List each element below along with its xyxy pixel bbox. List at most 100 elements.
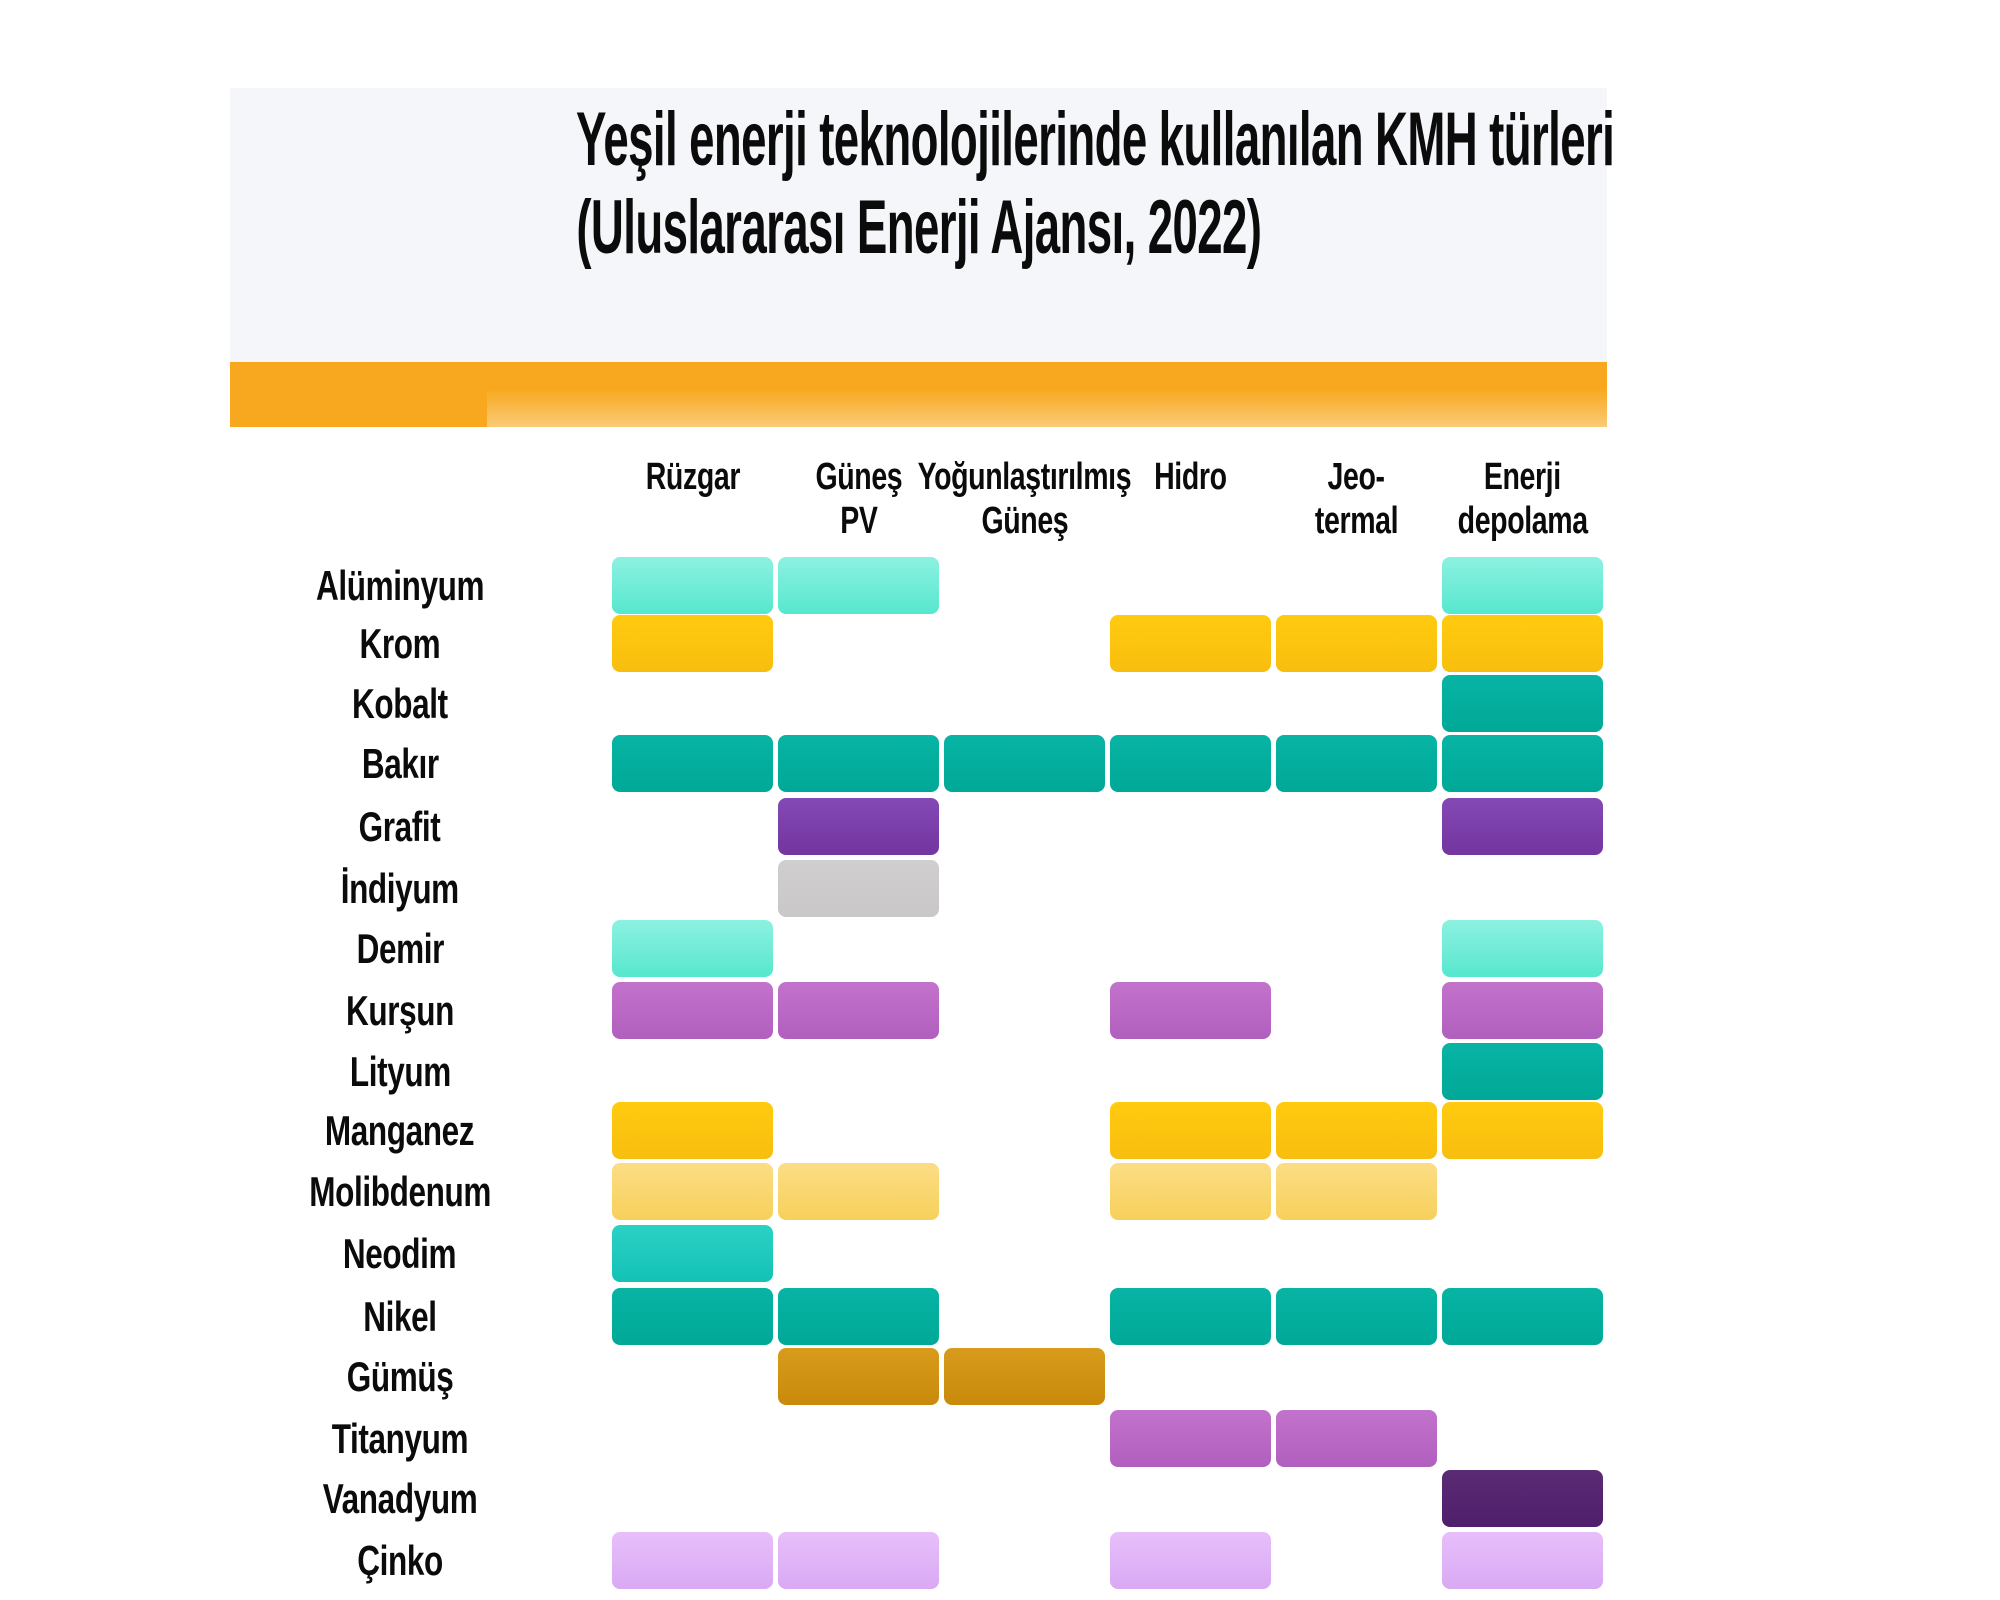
- grid-cell-Molibdenum-5: [1276, 1163, 1437, 1220]
- column-header-text: Rüzgar: [645, 456, 740, 498]
- column-header-text: Yoğunlaştırılmış: [917, 456, 1132, 498]
- chart-title-line1: Yeşil enerji teknolojilerinde kullanılan…: [230, 96, 1615, 184]
- orange-band-right: [487, 362, 1607, 427]
- grid-cell-Alüminyum-2: [778, 557, 939, 614]
- grid-cell-Bakır-1: [612, 735, 773, 792]
- orange-band-left: [230, 362, 487, 427]
- grid-cell-Çinko-4: [1110, 1532, 1271, 1589]
- grid-cell-Neodim-1: [612, 1225, 773, 1282]
- grid-cell-Demir-6: [1442, 920, 1603, 977]
- grid-cell-Nikel-2: [778, 1288, 939, 1345]
- grid-cell-Kurşun-6: [1442, 982, 1603, 1039]
- grid-cell-Kobalt-6: [1442, 675, 1603, 732]
- orange-band: [230, 362, 1607, 427]
- grid-cell-Vanadyum-6: [1442, 1470, 1603, 1527]
- grid-cell-Nikel-4: [1110, 1288, 1271, 1345]
- column-header-5: Jeo-termal: [1207, 455, 1507, 543]
- grid-cell-İndiyum-2: [778, 860, 939, 917]
- row-label-text: Lityum: [349, 1047, 451, 1095]
- row-label-text: Bakır: [361, 739, 439, 787]
- row-label-10: Manganez: [230, 1102, 570, 1159]
- grid-cell-Krom-6: [1442, 615, 1603, 672]
- grid-cell-Kurşun-2: [778, 982, 939, 1039]
- row-label-17: Çinko: [230, 1532, 570, 1589]
- grid-cell-Manganez-4: [1110, 1102, 1271, 1159]
- column-header-text: termal: [1314, 500, 1399, 542]
- row-label-11: Molibdenum: [230, 1163, 570, 1220]
- grid-cell-Grafit-6: [1442, 798, 1603, 855]
- row-label-14: Gümüş: [230, 1348, 570, 1405]
- grid-cell-Grafit-2: [778, 798, 939, 855]
- row-label-12: Neodim: [230, 1225, 570, 1282]
- chart-title-line2-text: (Uluslararası Enerji Ajansı, 2022): [575, 185, 1262, 270]
- row-label-text: Grafit: [359, 802, 441, 850]
- grid-cell-Lityum-6: [1442, 1043, 1603, 1100]
- grid-cell-Manganez-5: [1276, 1102, 1437, 1159]
- row-label-text: Kurşun: [346, 986, 454, 1034]
- chart-title: Yeşil enerji teknolojilerinde kullanılan…: [230, 96, 1615, 272]
- row-label-text: Manganez: [325, 1106, 475, 1154]
- row-label-text: Çinko: [357, 1536, 443, 1584]
- grid-cell-Gümüş-2: [778, 1348, 939, 1405]
- chart-title-line1-text: Yeşil enerji teknolojilerinde kullanılan…: [576, 97, 1615, 182]
- column-header-text: Güneş: [981, 500, 1068, 542]
- column-header-text: Güneş: [815, 456, 902, 498]
- grid-cell-Molibdenum-1: [612, 1163, 773, 1220]
- grid-cell-Alüminyum-6: [1442, 557, 1603, 614]
- row-label-5: Grafit: [230, 798, 570, 855]
- row-label-6: İndiyum: [230, 860, 570, 917]
- row-label-text: Kobalt: [352, 679, 448, 727]
- grid-cell-Krom-4: [1110, 615, 1271, 672]
- row-label-text: Nikel: [363, 1292, 437, 1340]
- row-label-2: Krom: [230, 615, 570, 672]
- grid-cell-Molibdenum-2: [778, 1163, 939, 1220]
- grid-cell-Manganez-1: [612, 1102, 773, 1159]
- row-label-text: Vanadyum: [322, 1474, 478, 1522]
- row-label-text: Demir: [356, 924, 444, 972]
- grid-cell-Çinko-2: [778, 1532, 939, 1589]
- grid-cell-Bakır-2: [778, 735, 939, 792]
- grid-cell-Krom-1: [612, 615, 773, 672]
- column-header-4: Hidro: [1041, 455, 1341, 499]
- grid-cell-Nikel-6: [1442, 1288, 1603, 1345]
- row-label-text: Neodim: [343, 1229, 457, 1277]
- row-label-13: Nikel: [230, 1288, 570, 1345]
- column-header-text: Hidro: [1154, 456, 1227, 498]
- grid-cell-Çinko-6: [1442, 1532, 1603, 1589]
- grid-cell-Titanyum-5: [1276, 1410, 1437, 1467]
- row-label-text: Titanyum: [331, 1414, 469, 1462]
- grid-cell-Demir-1: [612, 920, 773, 977]
- row-label-text: Gümüş: [346, 1352, 454, 1400]
- column-header-6: Enerji depolama: [1373, 455, 1673, 543]
- row-label-4: Bakır: [230, 735, 570, 792]
- grid-cell-Krom-5: [1276, 615, 1437, 672]
- row-label-16: Vanadyum: [230, 1470, 570, 1527]
- grid-cell-Kurşun-4: [1110, 982, 1271, 1039]
- row-label-text: İndiyum: [340, 864, 460, 912]
- column-header-text: PV: [839, 500, 878, 542]
- grid-cell-Molibdenum-4: [1110, 1163, 1271, 1220]
- column-header-text: Enerji: [1484, 456, 1561, 498]
- grid-cell-Gümüş-3: [944, 1348, 1105, 1405]
- row-label-text: Krom: [359, 619, 441, 667]
- row-label-text: Alüminyum: [315, 561, 485, 609]
- row-label-text: Molibdenum: [309, 1167, 491, 1215]
- row-label-15: Titanyum: [230, 1410, 570, 1467]
- column-header-text: depolama: [1457, 500, 1588, 542]
- row-label-7: Demir: [230, 920, 570, 977]
- row-label-1: Alüminyum: [230, 557, 570, 614]
- panel-header-background: Yeşil enerji teknolojilerinde kullanılan…: [230, 88, 1615, 362]
- column-header-1: Rüzgar: [543, 455, 843, 499]
- grid-cell-Bakır-6: [1442, 735, 1603, 792]
- grid-cell-Bakır-4: [1110, 735, 1271, 792]
- row-label-9: Lityum: [230, 1043, 570, 1100]
- grid-cell-Nikel-1: [612, 1288, 773, 1345]
- grid-cell-Kurşun-1: [612, 982, 773, 1039]
- row-label-3: Kobalt: [230, 675, 570, 732]
- grid-cell-Manganez-6: [1442, 1102, 1603, 1159]
- column-header-text: Jeo-: [1327, 456, 1386, 498]
- chart-title-line2: (Uluslararası Enerji Ajansı, 2022): [230, 184, 1607, 272]
- grid-cell-Bakır-3: [944, 735, 1105, 792]
- grid-cell-Titanyum-4: [1110, 1410, 1271, 1467]
